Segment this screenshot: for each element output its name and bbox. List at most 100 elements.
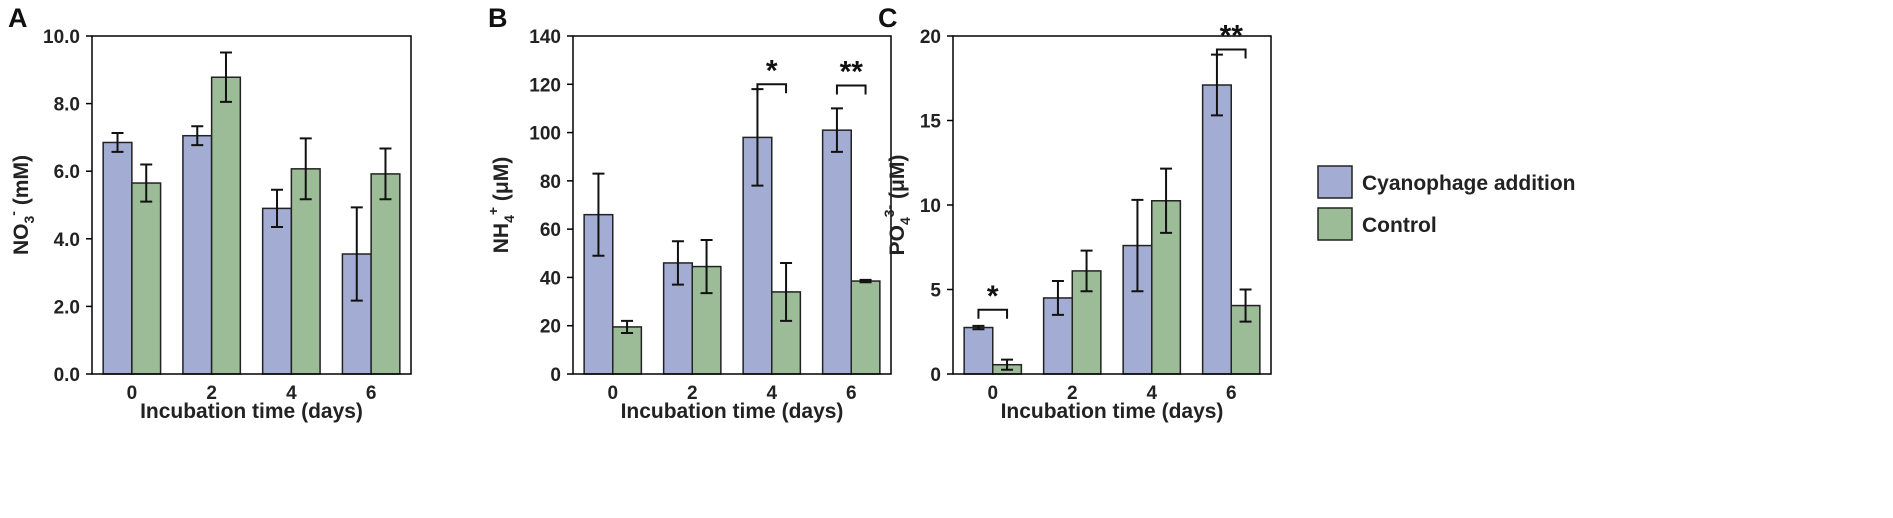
significance-bracket — [756, 83, 788, 94]
error-bar-control-day-0 — [621, 319, 634, 334]
error-bar-control-day-4 — [780, 261, 793, 322]
x-tick-label: 6 — [366, 383, 377, 404]
y-tick-label: 120 — [529, 75, 561, 96]
bar-control-day-0 — [612, 326, 643, 375]
y-tick-label: 6.0 — [54, 162, 80, 183]
bar-cyanophage-day-0 — [102, 141, 133, 375]
y-axis-title-tail: (μM) — [886, 155, 909, 205]
error-bar-cyanophage-day-2 — [671, 240, 684, 286]
y-axis-title-sup: - — [5, 211, 21, 216]
x-axis-title: Incubation time (days) — [621, 400, 844, 423]
y-tick-label: 140 — [529, 27, 561, 48]
y-axis-title: PO43- (μM) — [881, 155, 913, 256]
y-tick-label: 20 — [540, 317, 561, 338]
error-bar-cyanophage-day-2 — [191, 125, 204, 147]
x-axis-title: Incubation time (days) — [1001, 400, 1224, 423]
y-tick-label: 0 — [550, 365, 561, 386]
significance-label: ** — [1220, 20, 1244, 53]
error-bar-cyanophage-day-4 — [271, 188, 284, 228]
significance-bracket — [1215, 48, 1247, 59]
panel-letter: B — [488, 3, 508, 33]
bar-control-day-2 — [210, 76, 242, 375]
y-tick-label: 10 — [920, 196, 941, 217]
y-tick-label: 4.0 — [54, 230, 80, 251]
error-bar-control-day-6 — [859, 278, 872, 284]
legend-label: Cyanophage addition — [1362, 172, 1576, 195]
y-axis-title-main: NO — [10, 223, 33, 255]
significance-bracket — [835, 84, 867, 95]
y-tick-label: 2.0 — [54, 297, 80, 318]
x-tick-label: 4 — [766, 383, 777, 404]
plot-frame — [91, 35, 412, 375]
x-tick-label: 0 — [987, 383, 998, 404]
error-bar-cyanophage-day-0 — [972, 324, 985, 331]
x-tick-label: 2 — [687, 383, 698, 404]
error-bar-control-day-0 — [1001, 358, 1014, 371]
x-tick-label: 2 — [206, 383, 217, 404]
error-bar-control-day-2 — [1080, 249, 1093, 293]
y-axis-title-sup: 3- — [881, 204, 897, 217]
y-axis-title-main: PO — [886, 225, 909, 255]
legend-swatch-cyanophage — [1317, 165, 1353, 199]
y-axis-title-tail: (mM) — [10, 155, 33, 211]
x-tick-label: 4 — [1146, 383, 1157, 404]
significance-label: * — [987, 280, 999, 313]
y-axis-title-main: NH — [490, 223, 513, 253]
error-bar-control-day-2 — [700, 239, 713, 295]
bar-cyanophage-day-6 — [1201, 84, 1233, 375]
x-tick-label: 6 — [1226, 383, 1237, 404]
y-tick-label: 8.0 — [54, 95, 80, 116]
bar-cyanophage-day-0 — [963, 326, 994, 375]
significance-label: * — [766, 54, 778, 87]
y-tick-label: 60 — [540, 220, 561, 241]
y-tick-label: 80 — [540, 172, 561, 193]
y-axis-title: NH4+ (μM) — [485, 157, 517, 254]
error-bar-control-day-0 — [140, 163, 153, 203]
error-bar-cyanophage-day-4 — [1131, 198, 1144, 293]
bar-cyanophage-day-4 — [261, 207, 293, 375]
x-tick-label: 4 — [286, 383, 297, 404]
y-tick-label: 0 — [930, 365, 941, 386]
error-bar-cyanophage-day-2 — [1051, 280, 1064, 316]
y-axis-title-sub: 4 — [501, 215, 517, 223]
error-bar-control-day-4 — [1160, 167, 1173, 234]
legend-label: Control — [1362, 214, 1437, 237]
error-bar-control-day-6 — [379, 147, 392, 201]
y-axis-title-sub: 4 — [897, 217, 913, 225]
x-tick-label: 0 — [607, 383, 618, 404]
error-bar-control-day-4 — [299, 137, 312, 201]
y-axis-title: NO3- (mM) — [5, 155, 37, 255]
bar-control-day-6 — [370, 173, 401, 375]
error-bar-control-day-6 — [1239, 288, 1252, 323]
x-tick-label: 0 — [127, 383, 138, 404]
significance-bracket — [977, 308, 1009, 319]
legend-swatch-control — [1317, 207, 1353, 241]
x-tick-label: 2 — [1067, 383, 1078, 404]
y-tick-label: 5 — [930, 281, 941, 302]
plot-frame — [572, 35, 892, 375]
bar-cyanophage-day-6 — [821, 129, 853, 375]
panel-letter: A — [8, 3, 28, 33]
y-axis-title-tail: (μM) — [490, 157, 513, 207]
panel-letter: C — [878, 3, 898, 33]
x-axis-title: Incubation time (days) — [140, 400, 363, 423]
error-bar-cyanophage-day-0 — [111, 132, 124, 153]
y-tick-label: 0.0 — [54, 365, 80, 386]
x-tick-label: 6 — [846, 383, 857, 404]
y-tick-label: 10.0 — [43, 27, 80, 48]
error-bar-cyanophage-day-6 — [830, 107, 843, 153]
error-bar-cyanophage-day-6 — [350, 206, 363, 302]
y-tick-label: 20 — [920, 27, 941, 48]
y-tick-label: 15 — [920, 112, 942, 133]
y-axis-title-sup: + — [485, 207, 501, 215]
bar-control-day-0 — [131, 182, 162, 375]
bar-cyanophage-day-2 — [182, 134, 213, 375]
y-axis-title-sub: 3 — [21, 215, 37, 223]
y-tick-label: 100 — [529, 124, 561, 145]
legend: Cyanophage addition Control — [1317, 165, 1576, 241]
error-bar-control-day-2 — [219, 51, 232, 103]
significance-label: ** — [840, 55, 864, 88]
